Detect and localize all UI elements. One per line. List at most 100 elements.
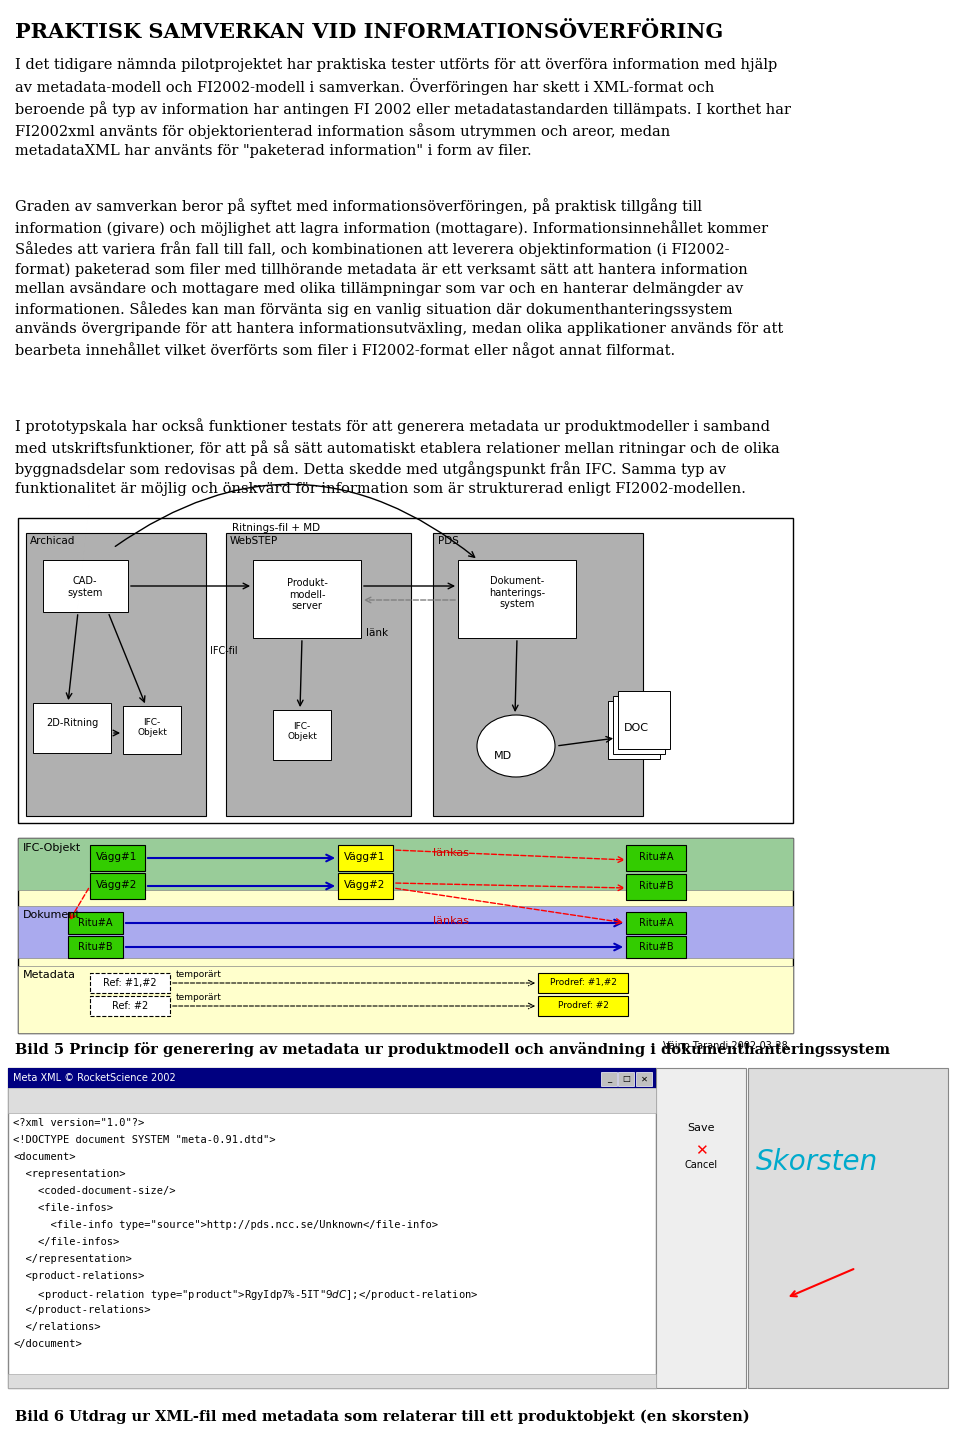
FancyBboxPatch shape bbox=[33, 704, 111, 752]
Ellipse shape bbox=[477, 715, 555, 777]
FancyBboxPatch shape bbox=[90, 973, 170, 993]
FancyBboxPatch shape bbox=[636, 1072, 652, 1086]
Text: Vägg#2: Vägg#2 bbox=[345, 880, 386, 890]
FancyBboxPatch shape bbox=[123, 706, 181, 754]
FancyBboxPatch shape bbox=[8, 1088, 656, 1113]
FancyBboxPatch shape bbox=[458, 560, 576, 638]
FancyBboxPatch shape bbox=[68, 936, 123, 959]
Text: Ref: #2: Ref: #2 bbox=[112, 1002, 148, 1012]
Text: </representation>: </representation> bbox=[13, 1254, 132, 1264]
Text: Ritu#B: Ritu#B bbox=[638, 941, 673, 952]
Text: länkas: länkas bbox=[433, 916, 469, 926]
Text: Ritu#B: Ritu#B bbox=[78, 941, 112, 952]
Text: Save: Save bbox=[687, 1123, 715, 1134]
Text: </document>: </document> bbox=[13, 1338, 82, 1348]
FancyBboxPatch shape bbox=[68, 911, 123, 934]
Text: <file-info type="source">http://pds.ncc.se/Unknown</file-info>: <file-info type="source">http://pds.ncc.… bbox=[13, 1219, 438, 1230]
FancyBboxPatch shape bbox=[626, 874, 686, 900]
Text: <representation>: <representation> bbox=[13, 1169, 126, 1179]
FancyBboxPatch shape bbox=[8, 1068, 656, 1389]
Text: DOC: DOC bbox=[623, 724, 649, 734]
Text: IFC-Objekt: IFC-Objekt bbox=[23, 843, 82, 853]
FancyBboxPatch shape bbox=[18, 966, 793, 1033]
Text: Ritu#B: Ritu#B bbox=[638, 881, 673, 891]
FancyBboxPatch shape bbox=[90, 873, 145, 898]
Text: □: □ bbox=[622, 1075, 630, 1083]
FancyBboxPatch shape bbox=[8, 1374, 656, 1389]
Text: Produkt-
modell-
server: Produkt- modell- server bbox=[287, 577, 327, 612]
FancyBboxPatch shape bbox=[618, 1072, 634, 1086]
Text: Väino Tarandi 2002-03-28: Väino Tarandi 2002-03-28 bbox=[663, 1040, 788, 1050]
FancyBboxPatch shape bbox=[18, 838, 793, 890]
FancyBboxPatch shape bbox=[601, 1072, 617, 1086]
FancyBboxPatch shape bbox=[8, 1068, 656, 1088]
Text: Vägg#2: Vägg#2 bbox=[96, 880, 137, 890]
Text: </relations>: </relations> bbox=[13, 1323, 101, 1333]
Text: Ref: #1,#2: Ref: #1,#2 bbox=[103, 977, 156, 987]
FancyBboxPatch shape bbox=[43, 560, 128, 612]
Text: Graden av samverkan beror på syftet med informationsöverföringen, på praktisk ti: Graden av samverkan beror på syftet med … bbox=[15, 198, 783, 358]
Text: Bild 5 Princip för generering av metadata ur produktmodell och användning i doku: Bild 5 Princip för generering av metadat… bbox=[15, 1042, 890, 1058]
Text: ✕: ✕ bbox=[640, 1075, 647, 1083]
FancyBboxPatch shape bbox=[626, 845, 686, 871]
Text: <document>: <document> bbox=[13, 1152, 76, 1162]
Text: 2D-Ritning: 2D-Ritning bbox=[46, 718, 98, 728]
Text: <!DOCTYPE document SYSTEM "meta-0.91.dtd">: <!DOCTYPE document SYSTEM "meta-0.91.dtd… bbox=[13, 1135, 276, 1145]
FancyBboxPatch shape bbox=[26, 533, 206, 815]
Text: <coded-document-size/>: <coded-document-size/> bbox=[13, 1187, 176, 1197]
Text: IFC-
Objekt: IFC- Objekt bbox=[137, 718, 167, 738]
Text: </file-infos>: </file-infos> bbox=[13, 1237, 119, 1247]
Text: IFC-fil: IFC-fil bbox=[210, 646, 238, 656]
FancyBboxPatch shape bbox=[626, 936, 686, 959]
FancyBboxPatch shape bbox=[433, 533, 643, 815]
Text: Prodref: #2: Prodref: #2 bbox=[558, 1002, 609, 1010]
Text: Vägg#1: Vägg#1 bbox=[345, 853, 386, 863]
Text: IFC-
Objekt: IFC- Objekt bbox=[287, 722, 317, 741]
FancyBboxPatch shape bbox=[18, 838, 793, 1033]
Text: MD: MD bbox=[494, 751, 512, 761]
Text: temporärt: temporärt bbox=[176, 970, 222, 979]
Text: Archicad: Archicad bbox=[30, 536, 76, 546]
Text: CAD-
system: CAD- system bbox=[67, 576, 103, 598]
Text: Meta XML © RocketScience 2002: Meta XML © RocketScience 2002 bbox=[13, 1073, 176, 1083]
FancyBboxPatch shape bbox=[18, 906, 793, 959]
Text: Vägg#1: Vägg#1 bbox=[96, 853, 137, 863]
FancyBboxPatch shape bbox=[608, 701, 660, 759]
FancyBboxPatch shape bbox=[748, 1068, 948, 1389]
Text: temporärt: temporärt bbox=[176, 993, 222, 1002]
Text: Dokument: Dokument bbox=[23, 910, 81, 920]
FancyBboxPatch shape bbox=[338, 845, 393, 871]
FancyBboxPatch shape bbox=[90, 845, 145, 871]
Text: </product-relations>: </product-relations> bbox=[13, 1305, 151, 1315]
Text: Dokument-
hanterings-
system: Dokument- hanterings- system bbox=[489, 576, 545, 609]
Text: <product-relation type="product">RgyIdp7%-5IT"$9dC$];</product-relation>: <product-relation type="product">RgyIdp7… bbox=[13, 1288, 478, 1303]
Text: länk: länk bbox=[366, 628, 388, 638]
Text: PDS: PDS bbox=[438, 536, 459, 546]
Text: WebSTEP: WebSTEP bbox=[230, 536, 278, 546]
Text: Ritu#A: Ritu#A bbox=[638, 919, 673, 929]
Text: länkas: länkas bbox=[433, 848, 469, 858]
Text: Bild 6 Utdrag ur XML-fil med metadata som relaterar till ett produktobjekt (en s: Bild 6 Utdrag ur XML-fil med metadata so… bbox=[15, 1410, 750, 1424]
Text: Ritnings-fil + MD: Ritnings-fil + MD bbox=[232, 523, 320, 533]
Text: Prodref: #1,#2: Prodref: #1,#2 bbox=[549, 977, 616, 987]
FancyBboxPatch shape bbox=[538, 973, 628, 993]
Text: Ritu#A: Ritu#A bbox=[638, 853, 673, 863]
Text: <?xml version="1.0"?>: <?xml version="1.0"?> bbox=[13, 1118, 144, 1128]
FancyBboxPatch shape bbox=[226, 533, 411, 815]
FancyBboxPatch shape bbox=[618, 691, 670, 749]
FancyBboxPatch shape bbox=[626, 911, 686, 934]
FancyBboxPatch shape bbox=[18, 517, 793, 823]
Text: PRAKTISK SAMVERKAN VID INFORMATIONSÖVERFÖRING: PRAKTISK SAMVERKAN VID INFORMATIONSÖVERF… bbox=[15, 21, 723, 42]
Text: ✕: ✕ bbox=[695, 1144, 708, 1158]
Text: Cancel: Cancel bbox=[684, 1159, 717, 1169]
Text: Skorsten: Skorsten bbox=[756, 1148, 878, 1176]
Text: <product-relations>: <product-relations> bbox=[13, 1271, 144, 1281]
FancyBboxPatch shape bbox=[273, 709, 331, 759]
Text: Metadata: Metadata bbox=[23, 970, 76, 980]
Text: _: _ bbox=[607, 1075, 612, 1083]
FancyBboxPatch shape bbox=[90, 996, 170, 1016]
Text: I det tidigare nämnda pilotprojektet har praktiska tester utförts för att överfö: I det tidigare nämnda pilotprojektet har… bbox=[15, 57, 791, 158]
Text: I prototypskala har också funktioner testats för att generera metadata ur produk: I prototypskala har också funktioner tes… bbox=[15, 418, 780, 496]
FancyBboxPatch shape bbox=[338, 873, 393, 898]
FancyBboxPatch shape bbox=[538, 996, 628, 1016]
